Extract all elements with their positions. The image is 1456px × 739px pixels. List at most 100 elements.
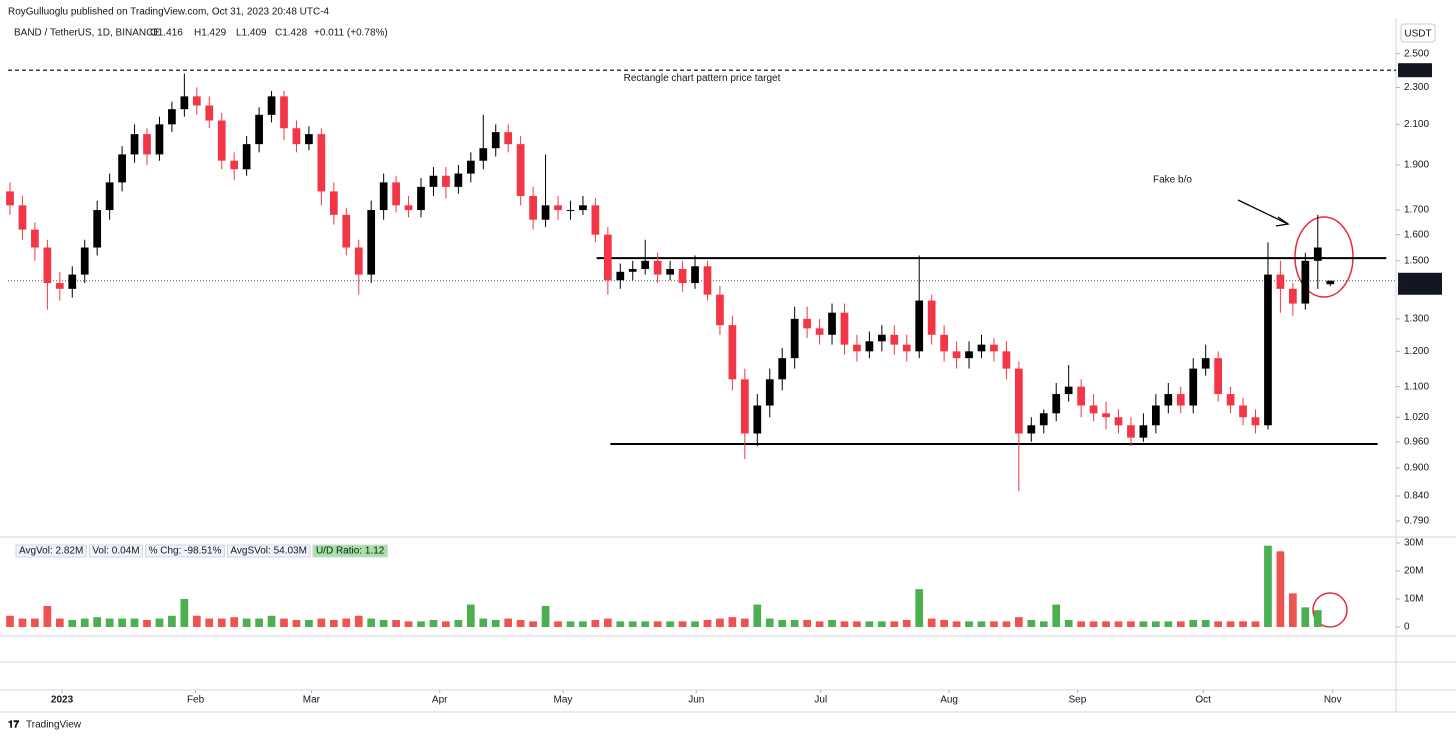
- x-tick-label: May: [554, 695, 573, 706]
- volume-bar: [180, 598, 189, 627]
- candle-body: [678, 269, 687, 284]
- candle-body: [105, 182, 114, 211]
- volume-stat-box: [15, 544, 87, 558]
- candle-body: [554, 205, 562, 211]
- volume-bar: [753, 604, 762, 627]
- volume-bar: [815, 621, 824, 627]
- candle-body: [890, 334, 899, 345]
- volume-bar: [591, 619, 600, 627]
- candle-body: [840, 312, 849, 345]
- candle-body: [591, 205, 600, 235]
- y-tick-label: 1.500: [1404, 255, 1429, 266]
- y-tick-label: 1.100: [1404, 381, 1429, 392]
- x-tick-label: Apr: [432, 695, 448, 706]
- candle-body: [442, 175, 450, 187]
- volume-stat: AvgSVol: 54.03M: [226, 544, 311, 558]
- volume-bar: [1226, 621, 1235, 627]
- candle-body: [1251, 417, 1260, 426]
- volume-bar: [666, 621, 674, 627]
- candle-body: [93, 210, 102, 248]
- volume-bar: [1139, 621, 1148, 627]
- volume-bar: [516, 619, 525, 627]
- candle-body: [379, 182, 388, 211]
- volume-bar: [68, 619, 77, 627]
- volume-stat-box: [145, 544, 225, 558]
- candle-body: [1002, 351, 1011, 369]
- volume-bar: [255, 618, 263, 627]
- candle-body: [815, 328, 824, 335]
- currency-box: [1400, 23, 1436, 43]
- candle-body: [516, 144, 525, 196]
- candle-body: [479, 148, 488, 161]
- volume-stat-text: AvgVol: 2.82M: [19, 546, 83, 557]
- volume-bar: [603, 618, 612, 627]
- candle-body: [1077, 386, 1085, 406]
- candle-body: [504, 132, 513, 145]
- candle-body: [1039, 413, 1048, 426]
- volume-bar: [317, 618, 326, 627]
- volume-bar: [329, 619, 338, 627]
- x-tick-label: Mar: [303, 695, 321, 706]
- candle-body: [1313, 247, 1322, 261]
- volume-bar: [105, 618, 114, 627]
- volume-bar: [1201, 619, 1210, 627]
- candle-body: [915, 300, 924, 352]
- y-tick-label: 1.020: [1404, 412, 1429, 423]
- volume-bar: [217, 618, 226, 627]
- candle-body: [180, 96, 189, 110]
- candle-body: [541, 205, 550, 220]
- volume-bar: [1039, 621, 1048, 627]
- candle-body: [616, 271, 625, 281]
- candle-body: [1014, 368, 1023, 434]
- y-tick-label: 0.900: [1404, 463, 1429, 474]
- candle-body: [18, 205, 27, 230]
- volume-stat: Vol: 0.04M: [88, 544, 144, 558]
- volume-bar: [230, 617, 239, 627]
- volume-tick-label: 20M: [1404, 566, 1423, 577]
- candle-body: [628, 269, 637, 272]
- volume-bar: [143, 619, 151, 627]
- volume-stat-text: U/D Ratio: 1.12: [316, 546, 385, 557]
- volume-bar: [1064, 619, 1073, 627]
- volume-bar: [417, 621, 425, 627]
- candle-body: [280, 96, 288, 129]
- last-price-box: [1398, 272, 1442, 295]
- target-label: 2.400: [1402, 65, 1427, 76]
- candle-body: [205, 105, 214, 121]
- volume-bar: [118, 618, 126, 627]
- y-tick-label: 0.960: [1404, 436, 1429, 447]
- highlight-circle: [1294, 216, 1354, 298]
- x-tick-label: Aug: [940, 695, 958, 706]
- volume-bar: [716, 618, 724, 627]
- candle-body: [753, 405, 762, 434]
- volume-stat-text: Vol: 0.04M: [92, 546, 139, 557]
- volume-bar: [778, 619, 787, 627]
- ohlc-high: H1.429: [194, 28, 227, 39]
- volume-bar: [865, 621, 874, 627]
- volume-bar: [1239, 621, 1247, 627]
- candle-body: [1301, 260, 1310, 304]
- candle-body: [367, 210, 376, 275]
- candle-body: [877, 334, 886, 342]
- candle-body: [168, 109, 176, 125]
- footer-text: TradingView: [26, 720, 82, 731]
- volume-stat-box: [226, 544, 311, 558]
- candle-body: [1114, 417, 1123, 426]
- x-tick-label: 2023: [51, 695, 74, 706]
- volume-bar: [703, 619, 712, 627]
- volume-bar: [1127, 621, 1135, 627]
- candle-body: [1214, 358, 1222, 395]
- volume-bar: [242, 618, 251, 627]
- candle-body: [392, 182, 400, 206]
- ohlc-low: L1.409: [236, 28, 267, 39]
- volume-bar: [977, 621, 986, 627]
- volume-stat-text: % Chg: -98.51%: [149, 546, 222, 557]
- target-label-box: [1398, 63, 1432, 78]
- x-tick-label: Feb: [187, 695, 205, 706]
- volume-bar: [902, 619, 911, 627]
- candle-body: [192, 96, 201, 106]
- volume-bar: [1251, 621, 1260, 627]
- frame: [0, 18, 1456, 713]
- candle-body: [454, 173, 463, 187]
- volume-bar: [853, 621, 861, 627]
